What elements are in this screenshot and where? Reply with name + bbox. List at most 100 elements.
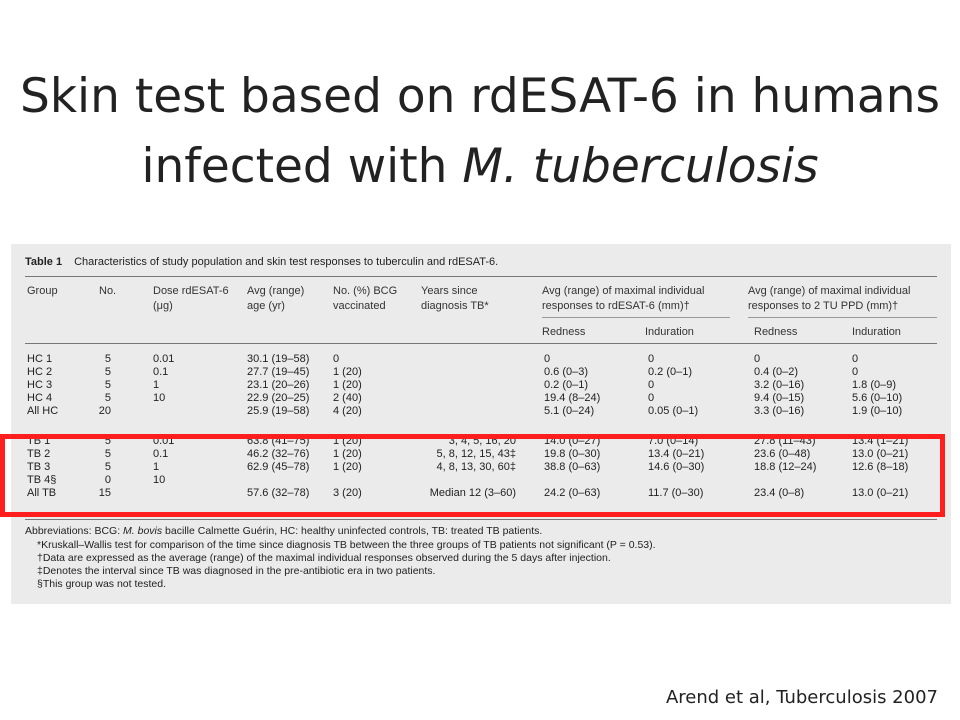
header-age-1: Avg (range) (247, 285, 305, 297)
cell-bcg: 3 (20) (333, 487, 362, 499)
table-panel: Table 1 Characteristics of study populati… (11, 244, 951, 604)
citation: Arend et al, Tuberculosis 2007 (665, 687, 938, 708)
cell-age: 22.9 (20–25) (247, 392, 310, 404)
cell-dose: 0.1 (153, 448, 169, 460)
cell-bcg: 1 (20) (333, 461, 362, 473)
rule-top (25, 276, 937, 277)
cell-no: 15 (98, 487, 111, 499)
cell-bcg: 1 (20) (333, 379, 362, 391)
cell-age: 62.9 (45–78) (247, 461, 310, 473)
table-caption: Table 1 Characteristics of study populati… (25, 256, 498, 268)
cell-ppd-induration: 12.6 (8–18) (852, 461, 909, 473)
cell-rdesat-induration: 0 (648, 392, 655, 404)
cell-group: HC 1 (27, 353, 53, 365)
cell-years: Median 12 (3–60) (429, 487, 516, 499)
rule-header-bottom (25, 343, 937, 344)
cell-ppd-redness: 18.8 (12–24) (754, 461, 817, 473)
rule-table-bottom (25, 519, 937, 520)
cell-bcg: 2 (40) (333, 392, 362, 404)
cell-rdesat-redness: 38.8 (0–63) (544, 461, 601, 473)
cell-group: HC 4 (27, 392, 53, 404)
cell-bcg: 1 (20) (333, 448, 362, 460)
cell-age: 25.9 (19–58) (247, 405, 310, 417)
footnote-1: *Kruskall–Wallis test for comparison of … (37, 539, 656, 551)
header-rdesat-induration: Induration (645, 326, 694, 338)
footnote-4: §This group was not tested. (37, 578, 166, 590)
cell-dose: 1 (153, 379, 160, 391)
cell-ppd-redness: 3.2 (0–16) (754, 379, 805, 391)
footnote-3: ‡Denotes the interval since TB was diagn… (37, 565, 436, 577)
cell-no: 5 (104, 392, 111, 404)
cell-rdesat-induration: 14.6 (0–30) (648, 461, 705, 473)
cell-no: 5 (104, 461, 111, 473)
cell-no: 20 (98, 405, 111, 417)
cell-rdesat-redness: 19.4 (8–24) (544, 392, 601, 404)
header-ppd-1: Avg (range) of maximal individual (748, 285, 911, 297)
cell-ppd-redness: 23.4 (0–8) (754, 487, 805, 499)
title-line-2-prefix: infected with (141, 139, 463, 194)
header-ppd-induration: Induration (852, 326, 901, 338)
cell-group: TB 4§ (27, 474, 57, 486)
header-no: No. (99, 285, 117, 297)
cell-dose: 0.01 (153, 353, 175, 365)
cell-years: 4, 8, 13, 30, 60‡ (436, 461, 516, 473)
cell-rdesat-redness: 24.2 (0–63) (544, 487, 601, 499)
cell-rdesat-induration: 0 (648, 353, 655, 365)
tb-rows-highlight-box (0, 434, 945, 517)
header-dose-2: (μg) (153, 300, 173, 312)
cell-no: 5 (104, 379, 111, 391)
header-rdesat-1: Avg (range) of maximal individual (542, 285, 705, 297)
cell-rdesat-induration: 11.7 (0–30) (648, 487, 704, 499)
cell-rdesat-redness: 19.8 (0–30) (544, 448, 601, 460)
rule-ppd-sub (748, 317, 937, 318)
cell-age: 57.6 (32–78) (247, 487, 310, 499)
cell-group: All TB (27, 487, 57, 499)
cell-rdesat-induration: 0.2 (0–1) (648, 366, 693, 378)
header-years-1: Years since (421, 285, 478, 297)
header-bcg-2: vaccinated (333, 300, 386, 312)
cell-ppd-redness: 23.6 (0–48) (754, 448, 811, 460)
slide-title: Skin test based on rdESAT-6 in humans in… (0, 62, 960, 202)
header-rdesat-redness: Redness (542, 326, 586, 338)
footnote-2: †Data are expressed as the average (rang… (37, 552, 611, 564)
cell-ppd-induration: 1.8 (0–9) (852, 379, 897, 391)
header-years-2: diagnosis TB* (421, 300, 489, 312)
cell-group: TB 3 (27, 461, 51, 473)
header-ppd-redness: Redness (754, 326, 798, 338)
cell-rdesat-induration: 0 (648, 379, 655, 391)
cell-dose: 1 (153, 461, 160, 473)
cell-rdesat-induration: 13.4 (0–21) (648, 448, 705, 460)
header-ppd-2: responses to 2 TU PPD (mm)† (748, 300, 899, 312)
cell-ppd-redness: 0 (754, 353, 761, 365)
header-bcg-1: No. (%) BCG (333, 285, 398, 297)
header-dose-1: Dose rdESAT-6 (153, 285, 229, 297)
title-line-1: Skin test based on rdESAT-6 in humans (20, 69, 940, 124)
cell-dose: 10 (153, 474, 166, 486)
header-age-2: age (yr) (247, 300, 285, 312)
title-line-2-italic: M. tuberculosis (462, 139, 819, 194)
cell-dose: 0.1 (153, 366, 169, 378)
cell-rdesat-redness: 0.6 (0–3) (544, 366, 589, 378)
cell-bcg: 4 (20) (333, 405, 362, 417)
cell-rdesat-redness: 0 (544, 353, 551, 365)
cell-no: 5 (104, 435, 111, 447)
cell-dose: 10 (153, 392, 166, 404)
header-rdesat-2: responses to rdESAT-6 (mm)† (542, 300, 690, 312)
cell-age: 27.7 (19–45) (247, 366, 310, 378)
cell-age: 23.1 (20–26) (247, 379, 310, 391)
cell-bcg: 0 (333, 353, 340, 365)
cell-bcg: 1 (20) (333, 366, 362, 378)
cell-rdesat-redness: 5.1 (0–24) (544, 405, 595, 417)
cell-rdesat-redness: 0.2 (0–1) (544, 379, 589, 391)
cell-age: 30.1 (19–58) (247, 353, 310, 365)
cell-ppd-redness: 9.4 (0–15) (754, 392, 805, 404)
table-caption-text: Characteristics of study population and … (74, 256, 499, 268)
cell-ppd-redness: 0.4 (0–2) (754, 366, 799, 378)
cell-group: TB 2 (27, 448, 51, 460)
header-group: Group (27, 285, 58, 297)
table-label: Table 1 (25, 256, 63, 268)
cell-group: HC 2 (27, 366, 53, 378)
cell-ppd-induration: 5.6 (0–10) (852, 392, 903, 404)
cell-group: All HC (27, 405, 59, 417)
cell-ppd-induration: 0 (852, 366, 859, 378)
